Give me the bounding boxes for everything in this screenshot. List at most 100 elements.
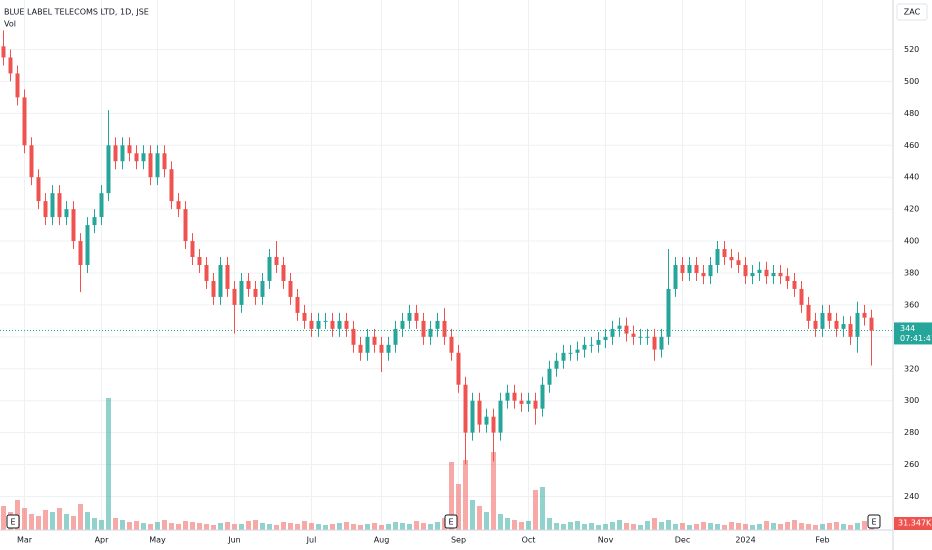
candle-body [309, 320, 314, 329]
volume-bar [302, 521, 307, 530]
y-tick-label: 440 [904, 173, 919, 182]
volume-bar [463, 460, 468, 530]
candle-body [813, 320, 818, 329]
currency[interactable]: ZAC [904, 8, 921, 17]
candle-body [260, 280, 265, 297]
y-tick-label: 520 [904, 45, 919, 54]
y-tick-label: 400 [904, 237, 919, 246]
volume-bar [113, 518, 118, 530]
volume-bar [36, 516, 41, 530]
y-tick-label: 360 [904, 300, 919, 309]
volume-bar [652, 518, 657, 530]
x-tick-label: Mar [17, 536, 33, 545]
volume-bar [792, 520, 797, 530]
candle-body [407, 312, 412, 321]
y-tick-label: 260 [904, 460, 919, 469]
candle-body [855, 312, 860, 337]
candle-body [764, 269, 769, 277]
last-price-badge [894, 322, 932, 345]
candle-body [575, 349, 580, 353]
candle-body [568, 352, 573, 354]
candle-body [400, 320, 405, 329]
volume-bar [386, 524, 391, 530]
candle-body [183, 209, 188, 242]
volume-bar [267, 524, 272, 530]
candle-body [547, 368, 552, 385]
candle-body [806, 304, 811, 321]
candle-body [554, 360, 559, 369]
candle-body [470, 400, 475, 433]
candle-body [1, 46, 6, 58]
volume-bar [477, 506, 482, 530]
candle-body [330, 320, 335, 329]
volume-bar [50, 512, 55, 530]
candle-body [442, 320, 447, 337]
volume-bar [638, 525, 643, 530]
volume-bar [295, 524, 300, 530]
x-tick-label: Sep [451, 536, 466, 545]
volume-bar [806, 524, 811, 530]
candle-body [43, 201, 48, 218]
candle-body [533, 400, 538, 409]
volume-bar [183, 521, 188, 530]
volume-bar [358, 525, 363, 530]
volume-bar [610, 522, 615, 530]
volume-bar [428, 524, 433, 530]
candle-body [85, 225, 90, 265]
volume-bar [750, 525, 755, 530]
volume-bar [218, 523, 223, 530]
candle-body [841, 324, 846, 329]
candle-body [78, 241, 83, 265]
candle-body [204, 265, 209, 281]
volume-bar [484, 512, 489, 530]
candle-body [771, 272, 776, 277]
volume-bar [64, 514, 69, 530]
candle-body [519, 400, 524, 404]
volume-bar [743, 524, 748, 530]
candle-body [169, 169, 174, 202]
volume-bar [85, 512, 90, 530]
volume-bar [659, 522, 664, 530]
x-tick-label: Apr [95, 536, 110, 545]
candle-body [379, 344, 384, 353]
volume-bar [232, 524, 237, 530]
candle-body [225, 265, 230, 289]
volume-bar [225, 522, 230, 530]
volume-bar [470, 500, 475, 530]
volume-bar [561, 524, 566, 530]
volume-bar [351, 524, 356, 530]
volume-bar [106, 398, 111, 530]
y-tick-label: 240 [904, 492, 919, 501]
candle-body [834, 320, 839, 329]
candle-body [701, 272, 706, 277]
volume-bar [778, 524, 783, 530]
y-tick-label: 500 [904, 77, 919, 86]
volume-bar [505, 518, 510, 530]
candle-body [708, 265, 713, 277]
volume-bar [155, 522, 160, 530]
candle-body [106, 145, 111, 194]
volume-bar [498, 514, 503, 530]
candle-body [848, 324, 853, 337]
volume-bar [330, 524, 335, 530]
y-tick-label: 480 [904, 109, 919, 118]
volume-bar [169, 523, 174, 530]
volume-bar [834, 522, 839, 530]
candle-body [36, 177, 41, 202]
currency-button[interactable] [896, 3, 928, 21]
candle-body [120, 145, 125, 162]
candle-body [99, 193, 104, 218]
volume-bar [148, 524, 153, 530]
volume-bar [771, 523, 776, 530]
volume-bar [820, 524, 825, 530]
volume-bar [512, 520, 517, 530]
candle-body [134, 153, 139, 162]
y-tick-label: 420 [904, 205, 919, 214]
volume-bar [722, 525, 727, 530]
candle-body [274, 257, 279, 265]
event-label: E [871, 518, 876, 527]
last-price-label: 344 [900, 324, 915, 333]
candle-body [428, 328, 433, 337]
volume-bar [211, 525, 216, 530]
